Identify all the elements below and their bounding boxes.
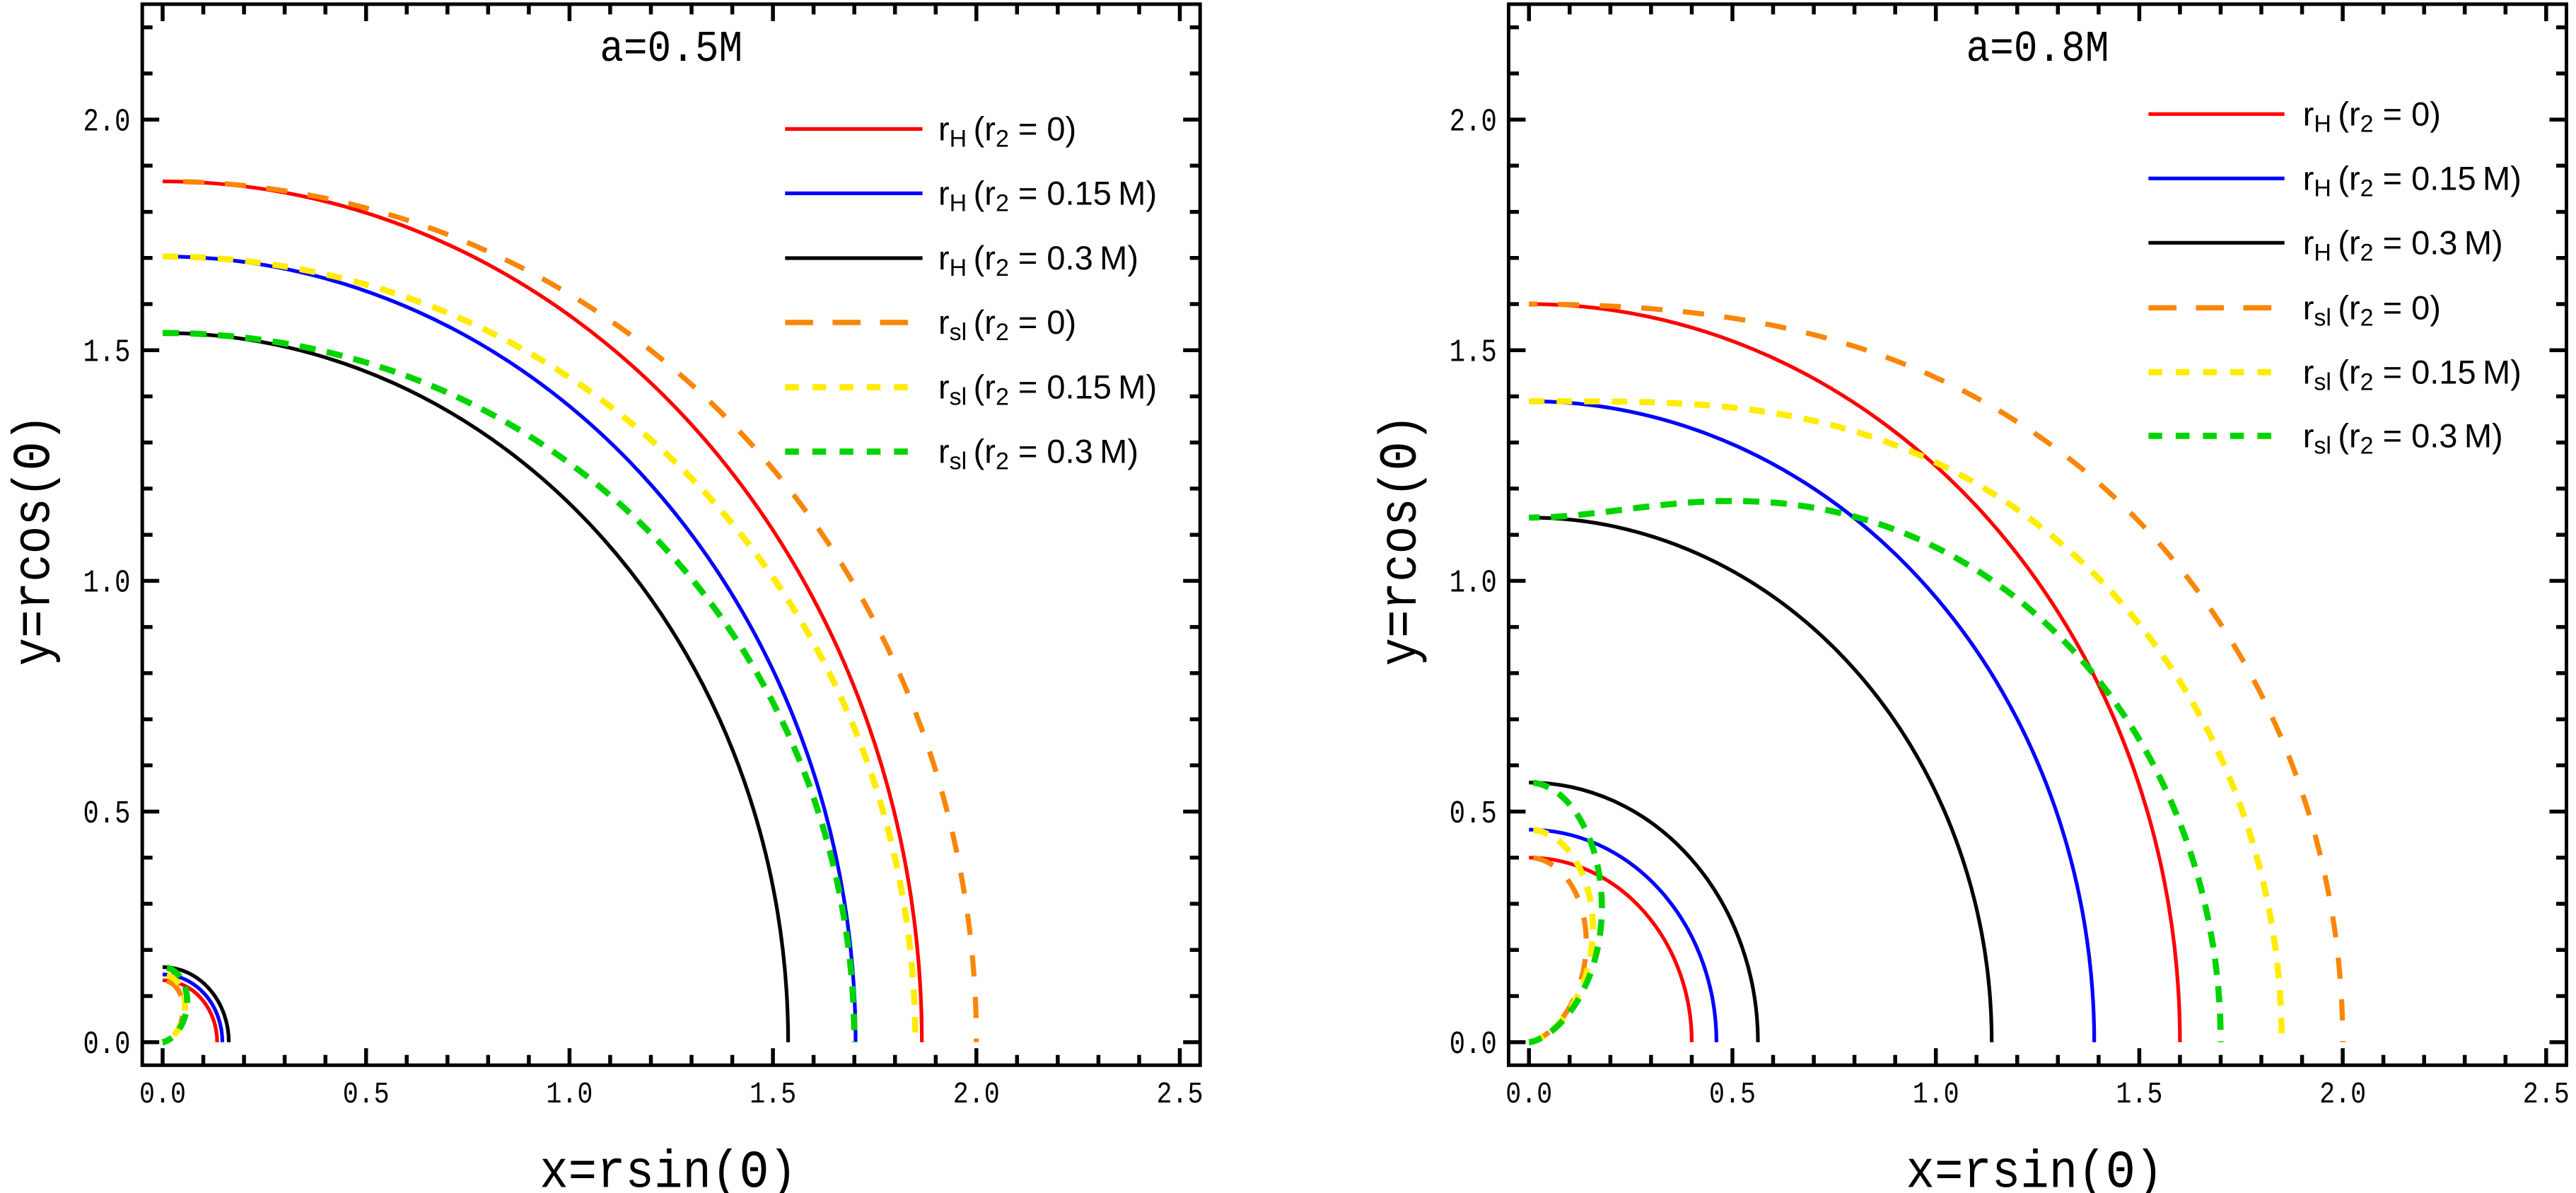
svg-text:rH (r2 = 0.15 M): rH (r2 = 0.15 M) <box>938 174 1157 216</box>
svg-text:rsl (r2 = 0.3 M): rsl (r2 = 0.3 M) <box>2303 417 2503 459</box>
svg-text:rsl (r2 = 0.3 M): rsl (r2 = 0.3 M) <box>938 433 1138 475</box>
svg-text:0.0: 0.0 <box>83 1027 131 1063</box>
svg-text:0.5: 0.5 <box>83 796 131 832</box>
svg-text:1.5: 1.5 <box>1450 335 1497 371</box>
svg-text:1.5: 1.5 <box>83 335 131 371</box>
svg-text:rsl (r2 = 0.15 M): rsl (r2 = 0.15 M) <box>938 368 1157 411</box>
svg-text:1.0: 1.0 <box>83 566 131 602</box>
svg-text:1.0: 1.0 <box>1913 1078 1959 1112</box>
svg-text:2.0: 2.0 <box>953 1078 1000 1112</box>
svg-text:1.0: 1.0 <box>546 1078 593 1112</box>
svg-text:y=rcos(Θ): y=rcos(Θ) <box>1372 414 1432 666</box>
svg-text:rH (r2 = 0.15 M): rH (r2 = 0.15 M) <box>2303 159 2522 202</box>
svg-text:rH (r2 = 0.3 M): rH (r2 = 0.3 M) <box>2303 223 2503 266</box>
svg-text:0.0: 0.0 <box>139 1078 186 1112</box>
svg-text:2.0: 2.0 <box>2319 1078 2366 1112</box>
svg-text:y=rcos(Θ): y=rcos(Θ) <box>6 414 66 666</box>
svg-text:2.0: 2.0 <box>1450 104 1497 140</box>
svg-text:2.5: 2.5 <box>1157 1078 1204 1112</box>
svg-text:rH (r2 = 0.3 M): rH (r2 = 0.3 M) <box>938 239 1138 281</box>
svg-text:2.0: 2.0 <box>83 104 131 140</box>
svg-text:0.0: 0.0 <box>1505 1078 1552 1112</box>
svg-text:rsl (r2 = 0.15 M): rsl (r2 = 0.15 M) <box>2303 353 2522 395</box>
svg-text:x=rsin(Θ): x=rsin(Θ) <box>540 1143 797 1193</box>
svg-text:a=0.5M: a=0.5M <box>600 24 742 74</box>
svg-text:1.5: 1.5 <box>750 1078 796 1112</box>
svg-text:0.5: 0.5 <box>343 1078 390 1112</box>
svg-text:1.0: 1.0 <box>1450 566 1497 602</box>
svg-text:a=0.8M: a=0.8M <box>1966 24 2109 74</box>
svg-text:2.5: 2.5 <box>2523 1078 2570 1112</box>
svg-text:0.5: 0.5 <box>1450 796 1497 832</box>
svg-text:0.0: 0.0 <box>1450 1027 1497 1063</box>
svg-text:1.5: 1.5 <box>2116 1078 2162 1112</box>
svg-text:x=rsin(Θ): x=rsin(Θ) <box>1906 1143 2164 1193</box>
svg-text:0.5: 0.5 <box>1709 1078 1756 1112</box>
